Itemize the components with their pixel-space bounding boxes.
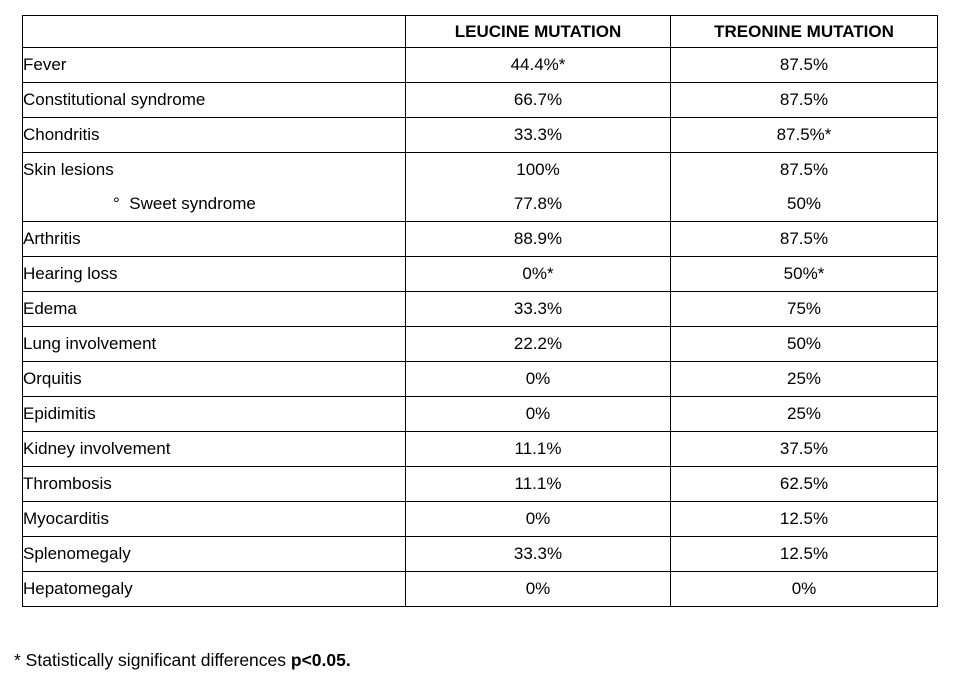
table-row: Skin lesions 100% 87.5%	[22, 152, 938, 187]
treonine-value-cell: 12.5%	[670, 501, 938, 537]
treonine-value-cell: 12.5%	[670, 536, 938, 572]
feature-cell: Orquitis	[22, 361, 406, 397]
leucine-value-cell: 100%	[405, 152, 671, 187]
feature-cell: Epidimitis	[22, 396, 406, 432]
leucine-value-cell: 33.3%	[405, 536, 671, 572]
treonine-value-cell: 25%	[670, 361, 938, 397]
treonine-value-cell: 50%	[670, 187, 938, 222]
feature-cell: Splenomegaly	[22, 536, 406, 572]
footnote: * Statistically significant differences …	[14, 650, 351, 671]
header-row: LEUCINE MUTATION TREONINE MUTATION	[22, 15, 938, 48]
table-body: Fever 44.4%* 87.5% Constitutional syndrome 6…	[22, 47, 938, 607]
table-row: Lung involvement 22.2% 50%	[22, 326, 938, 362]
table-row: Myocarditis 0% 12.5%	[22, 501, 938, 537]
clinical-features-table: LEUCINE MUTATION TREONINE MUTATION Fever…	[22, 15, 938, 607]
table-row: Splenomegaly 33.3% 12.5%	[22, 536, 938, 572]
table-row: Hepatomegaly 0% 0%	[22, 571, 938, 607]
feature-cell: Kidney involvement	[22, 431, 406, 467]
treonine-value-cell: 50%*	[670, 256, 938, 292]
footnote-text: * Statistically significant differences	[14, 650, 291, 670]
treonine-value-cell: 50%	[670, 326, 938, 362]
table-row: Chondritis 33.3% 87.5%*	[22, 117, 938, 153]
table-row: Kidney involvement 11.1% 37.5%	[22, 431, 938, 467]
leucine-value-cell: 0%	[405, 396, 671, 432]
table-row: Edema 33.3% 75%	[22, 291, 938, 327]
feature-cell: Hepatomegaly	[22, 571, 406, 607]
table-row: Hearing loss 0%* 50%*	[22, 256, 938, 292]
feature-cell: Constitutional syndrome	[22, 82, 406, 118]
leucine-column-header: LEUCINE MUTATION	[405, 15, 671, 48]
leucine-value-cell: 44.4%*	[405, 47, 671, 83]
footnote-significance-value: p<0.05.	[290, 650, 351, 670]
leucine-value-cell: 66.7%	[405, 82, 671, 118]
table-row: Fever 44.4%* 87.5%	[22, 47, 938, 83]
leucine-value-cell: 0%	[405, 361, 671, 397]
table-row: Arthritis 88.9% 87.5%	[22, 221, 938, 257]
treonine-value-cell: 25%	[670, 396, 938, 432]
treonine-value-cell: 87.5%*	[670, 117, 938, 153]
leucine-value-cell: 11.1%	[405, 466, 671, 502]
feature-cell: Thrombosis	[22, 466, 406, 502]
treonine-column-header: TREONINE MUTATION	[670, 15, 938, 48]
treonine-value-cell: 0%	[670, 571, 938, 607]
feature-cell: Myocarditis	[22, 501, 406, 537]
treonine-value-cell: 87.5%	[670, 221, 938, 257]
leucine-value-cell: 33.3%	[405, 291, 671, 327]
leucine-value-cell: 33.3%	[405, 117, 671, 153]
treonine-value-cell: 87.5%	[670, 82, 938, 118]
leucine-value-cell: 77.8%	[405, 187, 671, 222]
treonine-value-cell: 75%	[670, 291, 938, 327]
table-row: Thrombosis 11.1% 62.5%	[22, 466, 938, 502]
treonine-value-cell: 37.5%	[670, 431, 938, 467]
leucine-value-cell: 0%*	[405, 256, 671, 292]
feature-cell: Arthritis	[22, 221, 406, 257]
feature-cell: Lung involvement	[22, 326, 406, 362]
feature-cell: Fever	[22, 47, 406, 83]
table-header: LEUCINE MUTATION TREONINE MUTATION	[22, 15, 938, 48]
feature-cell: ° Sweet syndrome	[22, 187, 406, 222]
feature-cell: Hearing loss	[22, 256, 406, 292]
feature-cell: Edema	[22, 291, 406, 327]
treonine-value-cell: 87.5%	[670, 47, 938, 83]
treonine-value-cell: 62.5%	[670, 466, 938, 502]
feature-cell: Chondritis	[22, 117, 406, 153]
feature-column-header	[22, 15, 406, 48]
leucine-value-cell: 0%	[405, 501, 671, 537]
table-row: ° Sweet syndrome 77.8% 50%	[22, 187, 938, 222]
leucine-value-cell: 22.2%	[405, 326, 671, 362]
table-row: Constitutional syndrome 66.7% 87.5%	[22, 82, 938, 118]
leucine-value-cell: 88.9%	[405, 221, 671, 257]
leucine-value-cell: 11.1%	[405, 431, 671, 467]
leucine-value-cell: 0%	[405, 571, 671, 607]
table-row: Orquitis 0% 25%	[22, 361, 938, 397]
treonine-value-cell: 87.5%	[670, 152, 938, 187]
table-row: Epidimitis 0% 25%	[22, 396, 938, 432]
feature-cell: Skin lesions	[22, 152, 406, 187]
